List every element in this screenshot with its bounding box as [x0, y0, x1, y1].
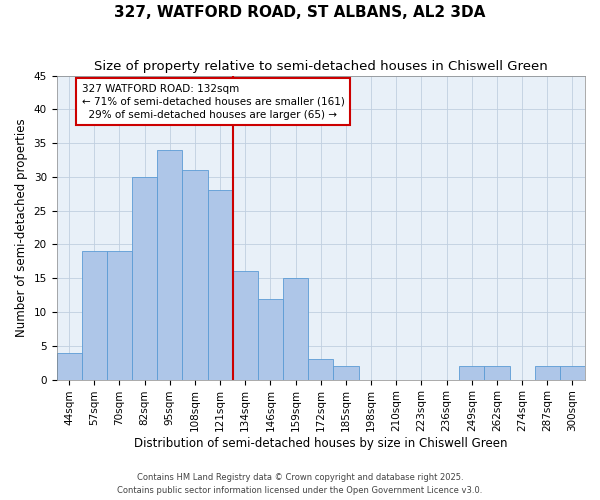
X-axis label: Distribution of semi-detached houses by size in Chiswell Green: Distribution of semi-detached houses by …	[134, 437, 508, 450]
Text: 327 WATFORD ROAD: 132sqm
← 71% of semi-detached houses are smaller (161)
  29% o: 327 WATFORD ROAD: 132sqm ← 71% of semi-d…	[82, 84, 344, 120]
Text: 327, WATFORD ROAD, ST ALBANS, AL2 3DA: 327, WATFORD ROAD, ST ALBANS, AL2 3DA	[115, 5, 485, 20]
Title: Size of property relative to semi-detached houses in Chiswell Green: Size of property relative to semi-detach…	[94, 60, 548, 73]
Bar	[208, 190, 233, 380]
Bar	[258, 298, 283, 380]
Text: Contains HM Land Registry data © Crown copyright and database right 2025.
Contai: Contains HM Land Registry data © Crown c…	[118, 474, 482, 495]
Bar	[459, 366, 484, 380]
Bar	[82, 251, 107, 380]
Bar	[560, 366, 585, 380]
Bar	[308, 360, 334, 380]
Bar	[535, 366, 560, 380]
Bar	[182, 170, 208, 380]
Bar	[157, 150, 182, 380]
Bar	[56, 352, 82, 380]
Bar	[107, 251, 132, 380]
Y-axis label: Number of semi-detached properties: Number of semi-detached properties	[15, 118, 28, 337]
Bar	[484, 366, 509, 380]
Bar	[132, 177, 157, 380]
Bar	[283, 278, 308, 380]
Bar	[233, 272, 258, 380]
Bar	[334, 366, 359, 380]
